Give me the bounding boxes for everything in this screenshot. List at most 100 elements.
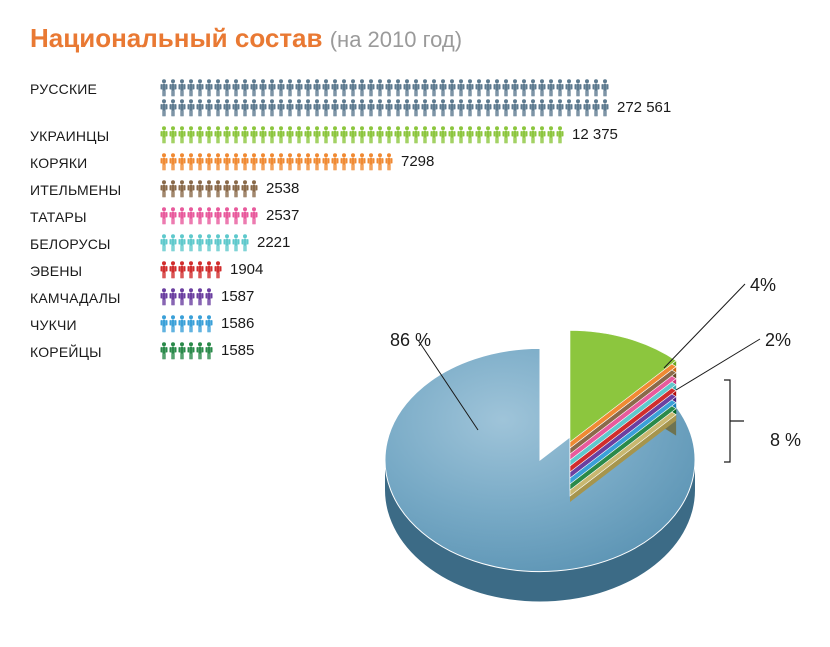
person-icon bbox=[430, 126, 438, 144]
row-icons bbox=[160, 153, 393, 171]
person-icon bbox=[385, 79, 393, 97]
person-icon bbox=[376, 153, 384, 171]
person-icon bbox=[214, 180, 222, 198]
person-icon bbox=[241, 153, 249, 171]
person-icon bbox=[160, 261, 168, 279]
person-icon bbox=[286, 126, 294, 144]
person-icon bbox=[160, 153, 168, 171]
person-icon bbox=[196, 261, 204, 279]
infographic-root: Национальный состав (на 2010 год) РУССКИ… bbox=[0, 0, 830, 647]
person-icon bbox=[412, 99, 420, 117]
person-icon bbox=[160, 288, 168, 306]
person-icon bbox=[187, 261, 195, 279]
person-icon bbox=[250, 180, 258, 198]
person-icon bbox=[277, 126, 285, 144]
row-body: 1586 bbox=[160, 315, 254, 333]
person-icon bbox=[457, 99, 465, 117]
pictograph-row-koryaki: КОРЯКИ bbox=[30, 153, 802, 171]
person-icon bbox=[592, 99, 600, 117]
row-label: ИТЕЛЬМЕНЫ bbox=[30, 180, 150, 198]
person-icon bbox=[493, 99, 501, 117]
person-icon bbox=[430, 79, 438, 97]
person-icon bbox=[583, 99, 591, 117]
person-icon bbox=[493, 79, 501, 97]
person-icon bbox=[358, 79, 366, 97]
person-icon bbox=[439, 126, 447, 144]
person-icon bbox=[349, 99, 357, 117]
person-icon bbox=[214, 99, 222, 117]
person-icon bbox=[169, 207, 177, 225]
person-icon bbox=[358, 99, 366, 117]
person-icon bbox=[250, 207, 258, 225]
person-icon bbox=[241, 99, 249, 117]
person-icon bbox=[448, 99, 456, 117]
row-count: 7298 bbox=[401, 153, 434, 171]
person-icon bbox=[160, 234, 168, 252]
row-body: 1587 bbox=[160, 288, 254, 306]
person-icon bbox=[214, 207, 222, 225]
person-icon bbox=[295, 153, 303, 171]
person-icon bbox=[205, 342, 213, 360]
page-title: Национальный состав (на 2010 год) bbox=[30, 24, 802, 53]
person-icon bbox=[520, 99, 528, 117]
person-icon bbox=[538, 99, 546, 117]
person-icon bbox=[376, 99, 384, 117]
person-icon bbox=[214, 234, 222, 252]
person-icon bbox=[214, 79, 222, 97]
pictograph-row-ukraincy: УКРАИНЦЫ bbox=[30, 126, 802, 144]
person-icon bbox=[277, 79, 285, 97]
row-body: 2537 bbox=[160, 207, 299, 225]
person-icon bbox=[340, 99, 348, 117]
person-icon bbox=[448, 79, 456, 97]
person-icon bbox=[250, 99, 258, 117]
person-icon bbox=[205, 79, 213, 97]
person-icon bbox=[187, 234, 195, 252]
person-icon bbox=[268, 99, 276, 117]
person-icon bbox=[196, 288, 204, 306]
person-icon bbox=[286, 79, 294, 97]
person-icon bbox=[223, 153, 231, 171]
person-icon bbox=[304, 79, 312, 97]
row-label: КАМЧАДАЛЫ bbox=[30, 288, 150, 306]
row-count: 1587 bbox=[221, 288, 254, 306]
person-icon bbox=[268, 79, 276, 97]
person-icon bbox=[376, 79, 384, 97]
person-icon bbox=[178, 288, 186, 306]
person-icon bbox=[385, 99, 393, 117]
person-icon bbox=[403, 99, 411, 117]
person-icon bbox=[232, 79, 240, 97]
person-icon bbox=[304, 99, 312, 117]
person-icon bbox=[601, 79, 609, 97]
row-label: КОРЯКИ bbox=[30, 153, 150, 171]
row-count: 2538 bbox=[266, 180, 299, 198]
person-icon bbox=[574, 99, 582, 117]
person-icon bbox=[187, 126, 195, 144]
pie-chart: 86 %4%2%8 % bbox=[370, 260, 810, 640]
person-icon bbox=[286, 99, 294, 117]
person-icon bbox=[187, 99, 195, 117]
person-icon bbox=[178, 315, 186, 333]
person-icon bbox=[448, 126, 456, 144]
person-icon bbox=[286, 153, 294, 171]
person-icon bbox=[412, 79, 420, 97]
person-icon bbox=[169, 99, 177, 117]
row-icons bbox=[160, 207, 258, 225]
person-icon bbox=[331, 99, 339, 117]
person-icon bbox=[178, 153, 186, 171]
person-icon bbox=[160, 315, 168, 333]
person-icon bbox=[178, 99, 186, 117]
person-icon bbox=[529, 126, 537, 144]
person-icon bbox=[169, 315, 177, 333]
person-icon bbox=[277, 153, 285, 171]
person-icon bbox=[367, 153, 375, 171]
person-icon bbox=[205, 261, 213, 279]
person-icon bbox=[421, 79, 429, 97]
person-icon bbox=[502, 99, 510, 117]
pictograph-row-belorusy: БЕЛОРУСЫ bbox=[30, 234, 802, 252]
person-icon bbox=[547, 126, 555, 144]
person-icon bbox=[232, 207, 240, 225]
person-icon bbox=[340, 79, 348, 97]
person-icon bbox=[349, 126, 357, 144]
person-icon bbox=[349, 153, 357, 171]
row-icons bbox=[160, 126, 564, 144]
